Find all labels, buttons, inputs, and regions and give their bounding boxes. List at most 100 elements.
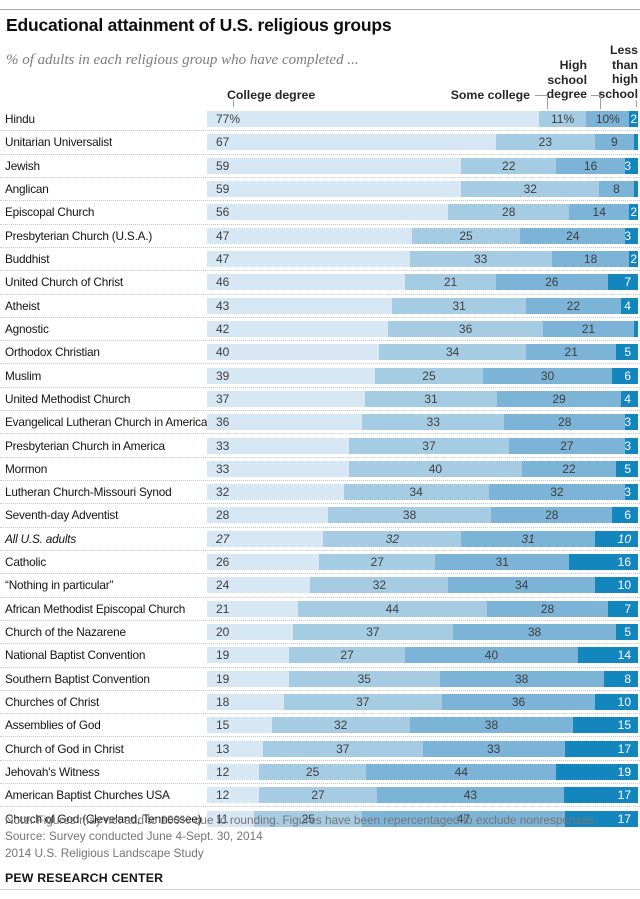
segment-value-label: 19 [617, 764, 631, 779]
stacked-bar: 11 25 47 17 [207, 810, 638, 827]
bar-segment-high-school-degree: 16 [556, 157, 626, 174]
chart-row: Assemblies of God 15 32 38 15 [0, 714, 640, 738]
bar-segment-high-school-degree: 21 [525, 344, 617, 361]
bar-segment-college-degree: 42 [207, 320, 389, 337]
bar-segment-some-college: 31 [364, 390, 498, 407]
bar-segment-college-degree: 77% [207, 111, 539, 128]
segment-value-label: 33 [486, 741, 501, 756]
segment-value-label: 36 [216, 415, 230, 430]
column-header-high-school-degree: High school degree [546, 58, 587, 101]
segment-value-label: 23 [538, 135, 552, 150]
segment-value-label: 25 [301, 811, 315, 826]
bar-segment-high-school-degree: 43 [376, 787, 564, 804]
bar-segment-some-college: 37 [349, 437, 509, 454]
segment-value-label: 47 [456, 811, 471, 826]
segment-value-label: 9 [610, 135, 618, 150]
segment-value-label: 59 [216, 182, 230, 197]
some-college-pointer-line [535, 95, 548, 109]
chart-row: Agnostic 42 36 21 [0, 318, 640, 342]
segment-value-label: 24 [216, 578, 230, 593]
segment-value-label: 31 [521, 531, 535, 546]
bar-segment-college-degree: 18 [207, 693, 284, 710]
segment-value-label: 10 [617, 531, 631, 546]
segment-value-label: 18 [216, 694, 230, 709]
bar-segment-college-degree: 33 [207, 437, 350, 454]
stacked-bar: 37 31 29 4 [207, 390, 638, 407]
row-label: Church of the Nazarene [5, 625, 126, 640]
bar-segment-less-than-high-school: 2 [629, 204, 639, 221]
segment-value-label: 30 [540, 368, 555, 383]
bar-segment-high-school-degree: 10% [586, 111, 630, 128]
segment-value-label: 16 [617, 555, 631, 570]
chart-row: Church of God in Christ 13 37 33 17 [0, 737, 640, 761]
row-label: Hindu [5, 112, 35, 127]
bar-segment-some-college: 32 [310, 577, 449, 594]
bar-segment-some-college: 44 [297, 600, 488, 617]
bar-segment-less-than-high-school: 6 [612, 367, 638, 384]
segment-value-label: 46 [216, 275, 230, 290]
stacked-bar: 36 33 28 3 [207, 414, 639, 431]
bar-segment-some-college: 40 [349, 460, 522, 477]
chart-row: United Church of Christ 46 21 26 7 [0, 271, 640, 295]
segment-value-label: 43 [216, 298, 230, 313]
segment-value-label: 26 [545, 275, 559, 290]
bar-segment-college-degree: 21 [207, 600, 298, 617]
segment-value-label: 32 [372, 578, 387, 593]
bar-segment-some-college: 25 [254, 810, 363, 827]
bar-segment-less-than-high-school: 2 [629, 111, 638, 128]
segment-value-label: 27 [370, 555, 384, 570]
stacked-bar: 21 44 28 7 [207, 600, 639, 617]
bar-segment-less-than-high-school: 6 [612, 507, 639, 524]
stacked-bar: 40 34 21 5 [207, 344, 639, 361]
footer: Note: Figures may not add to 100% due to… [5, 812, 635, 885]
segment-value-label: 31 [452, 298, 466, 313]
bar-segment-high-school-degree: 28 [504, 414, 626, 431]
bar-segment-high-school-degree: 18 [551, 251, 630, 268]
high-school-degree-pointer-line [591, 95, 601, 109]
stacked-bar: 43 31 22 4 [207, 297, 638, 314]
bar-segment-less-than-high-school: 4 [620, 297, 638, 314]
segment-value-label: 38 [484, 718, 499, 733]
chart-row: African Methodist Episcopal Church 21 44 28… [0, 598, 640, 621]
segment-value-label: 19 [216, 648, 230, 663]
bar-segment-less-than-high-school: 3 [624, 484, 638, 501]
segment-value-label: 3 [624, 485, 631, 500]
segment-value-label: 3 [624, 438, 632, 453]
segment-value-label: 11% [551, 112, 575, 127]
bar-segment-college-degree: 43 [207, 297, 393, 314]
segment-value-label: 47 [216, 252, 230, 267]
row-label: Lutheran Church-Missouri Synod [5, 485, 172, 500]
segment-value-label: 13 [216, 741, 230, 756]
bar-segment-high-school-degree: 32 [488, 484, 626, 501]
bar-segment-less-than-high-school: 17 [564, 787, 639, 804]
stacked-bar: 26 27 31 16 [207, 554, 638, 571]
bar-segment-college-degree: 26 [207, 554, 320, 571]
segment-value-label: 32 [333, 718, 348, 733]
segment-value-label: 10% [595, 112, 620, 127]
segment-value-label: 5 [624, 461, 631, 476]
bar-segment-some-college: 23 [495, 134, 595, 151]
segment-value-label: 8 [613, 182, 620, 197]
segment-value-label: 34 [446, 345, 460, 360]
stacked-bar: 67 23 9 [207, 134, 638, 151]
segment-value-label: 12 [216, 764, 230, 779]
segment-value-label: 32 [523, 182, 537, 197]
less-than-high-school-pointer-line [636, 100, 637, 107]
bar-segment-less-than-high-school: 8 [603, 670, 638, 687]
segment-value-label: 38 [514, 671, 529, 686]
stacked-bar: 24 32 34 10 [207, 577, 638, 594]
segment-value-label: 59 [216, 158, 230, 173]
stacked-bar: 77% 11% 10% 2 [207, 111, 638, 128]
bar-segment-high-school-degree: 9 [594, 134, 634, 151]
row-label: Seventh-day Adventist [5, 508, 119, 523]
chart-row: American Baptist Churches USA 12 27 43 17 [0, 784, 640, 808]
segment-value-label: 37 [356, 694, 370, 709]
stacked-bar: 47 33 18 2 [207, 251, 638, 268]
bar-segment-some-college: 11% [538, 111, 587, 128]
segment-value-label: 17 [617, 788, 632, 803]
bar-segment-less-than-high-school [633, 181, 639, 198]
stacked-bar: 33 40 22 5 [207, 460, 638, 477]
segment-value-label: 10 [617, 694, 631, 709]
segment-value-label: 15 [617, 718, 632, 733]
segment-value-label: 21 [216, 601, 230, 616]
